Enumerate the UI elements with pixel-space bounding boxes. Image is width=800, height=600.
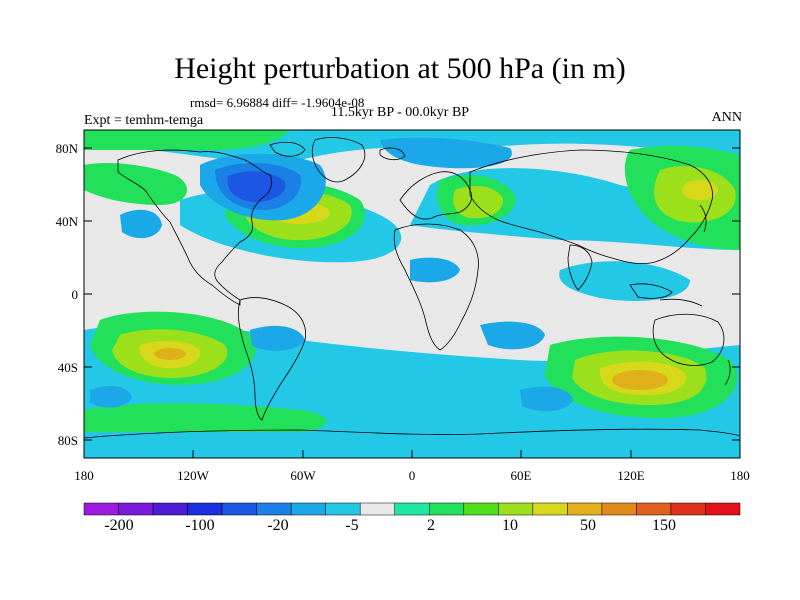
colorbar-label: -5 bbox=[345, 517, 358, 534]
lon-label: 60W bbox=[290, 468, 316, 483]
lon-label: 60E bbox=[511, 468, 532, 483]
colorbar-label: -200 bbox=[104, 517, 133, 534]
experiment-label: Expt = temhm-temga bbox=[84, 113, 204, 128]
colorbar-swatch bbox=[83, 502, 119, 516]
colorbar-swatch bbox=[187, 502, 223, 516]
lon-label: 120W bbox=[177, 468, 210, 483]
colorbar-swatch bbox=[567, 502, 603, 516]
colorbar-label: 10 bbox=[502, 517, 518, 534]
colorbar bbox=[83, 502, 741, 516]
colorbar-swatch bbox=[601, 502, 637, 516]
contour-field bbox=[84, 130, 740, 458]
lat-label: 80S bbox=[58, 433, 78, 448]
colorbar-swatch bbox=[325, 502, 361, 516]
season-label: ANN bbox=[711, 110, 742, 125]
colorbar-swatch bbox=[463, 502, 499, 516]
colorbar-label: -100 bbox=[185, 517, 214, 534]
latitude-labels: 80N 40N 0 40S 80S bbox=[56, 141, 79, 448]
colorbar-label: -20 bbox=[267, 517, 288, 534]
lon-label: 120E bbox=[617, 468, 645, 483]
colorbar-swatch bbox=[705, 502, 741, 516]
axis-ticks bbox=[83, 147, 741, 458]
coastlines bbox=[84, 137, 740, 439]
lat-label: 80N bbox=[56, 141, 79, 156]
colorbar-swatch bbox=[256, 502, 292, 516]
longitude-labels: 180 120W 60W 0 60E 120E 180 bbox=[74, 468, 750, 483]
colorbar-label: 2 bbox=[427, 517, 435, 534]
colorbar-swatch bbox=[498, 502, 534, 516]
colorbar-swatch bbox=[394, 502, 430, 516]
colorbar-swatch bbox=[152, 502, 188, 516]
stats-text: rmsd= 6.96884 diff= -1.9604e-08 bbox=[190, 95, 365, 110]
colorbar-swatch bbox=[290, 502, 326, 516]
colorbar-swatch bbox=[118, 502, 154, 516]
map-title: Height perturbation at 500 hPa (in m) bbox=[174, 52, 626, 85]
colorbar-swatch bbox=[429, 502, 465, 516]
colorbar-swatch bbox=[532, 502, 568, 516]
colorbar-swatch bbox=[670, 502, 706, 516]
lat-label: 40N bbox=[56, 214, 79, 229]
lon-label: 180 bbox=[730, 468, 750, 483]
colorbar-swatch bbox=[221, 502, 257, 516]
colorbar-label: 150 bbox=[652, 517, 676, 534]
time-range-subtitle: 11.5kyr BP - 00.0kyr BP bbox=[330, 105, 470, 120]
lat-label: 0 bbox=[72, 287, 79, 302]
lon-label: 0 bbox=[409, 468, 416, 483]
colorbar-labels: -200 -100 -20 -5 2 10 50 150 bbox=[104, 517, 676, 534]
colorbar-swatch bbox=[636, 502, 672, 516]
colorbar-label: 50 bbox=[580, 517, 596, 534]
colorbar-swatch bbox=[359, 502, 395, 516]
lon-label: 180 bbox=[74, 468, 94, 483]
lat-label: 40S bbox=[58, 360, 78, 375]
